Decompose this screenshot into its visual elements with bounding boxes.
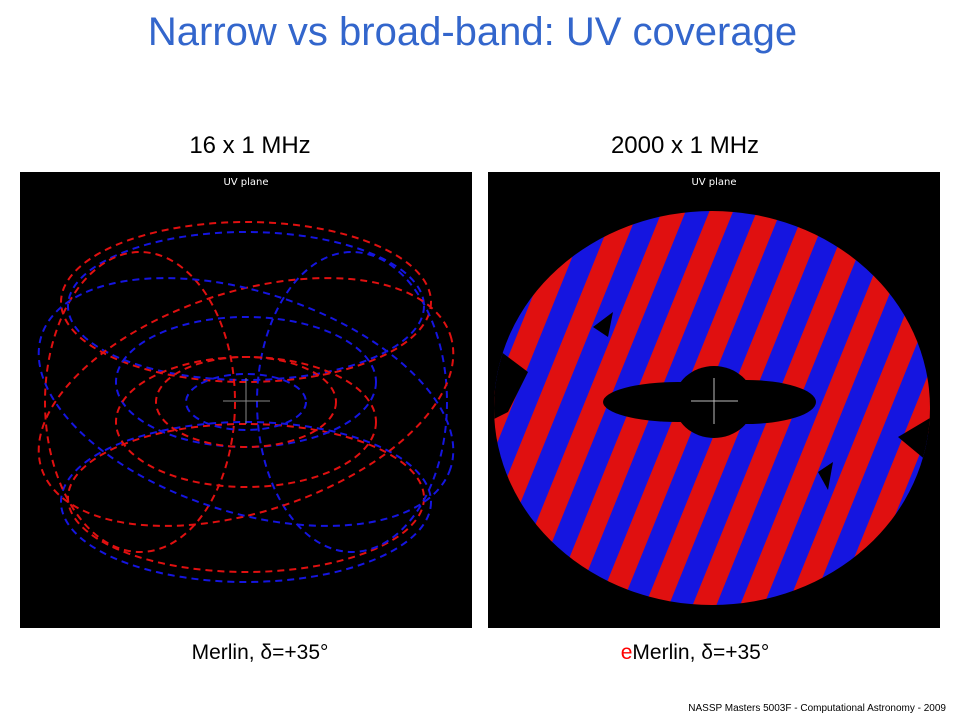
- coverage-notch-lower-right: [818, 462, 833, 490]
- track-6: [256, 251, 448, 553]
- left-uv-plot: UV plane: [20, 172, 472, 628]
- right-plot-label: UV plane: [691, 177, 736, 188]
- left-uv-svg: UV plane: [37, 177, 455, 583]
- right-panel-heading: 2000 x 1 MHz: [610, 132, 760, 159]
- center-cross-right: [691, 378, 738, 424]
- center-cross: [223, 378, 270, 424]
- coverage-notch-upper-left: [593, 312, 613, 337]
- right-uv-svg: UV plane: [494, 177, 930, 605]
- right-caption-rest: Merlin, δ=+35°: [632, 641, 770, 664]
- track-11: [37, 277, 455, 527]
- slide-title: Narrow vs broad-band: UV coverage: [147, 10, 798, 54]
- coverage-disc: [494, 211, 930, 605]
- left-plot-label: UV plane: [223, 177, 268, 188]
- track-12: [37, 277, 455, 527]
- left-panel-heading: 16 x 1 MHz: [189, 132, 311, 159]
- track-9: [155, 356, 337, 448]
- track-5: [44, 251, 236, 553]
- slide-footer: NASSP Masters 5003F - Computational Astr…: [688, 703, 946, 714]
- left-caption: Merlin, δ=+35°: [191, 641, 329, 664]
- right-caption-accent: e: [620, 641, 633, 664]
- right-caption: eMerlin, δ=+35°: [545, 641, 845, 665]
- track-10: [185, 373, 307, 431]
- right-uv-plot: UV plane: [488, 172, 940, 628]
